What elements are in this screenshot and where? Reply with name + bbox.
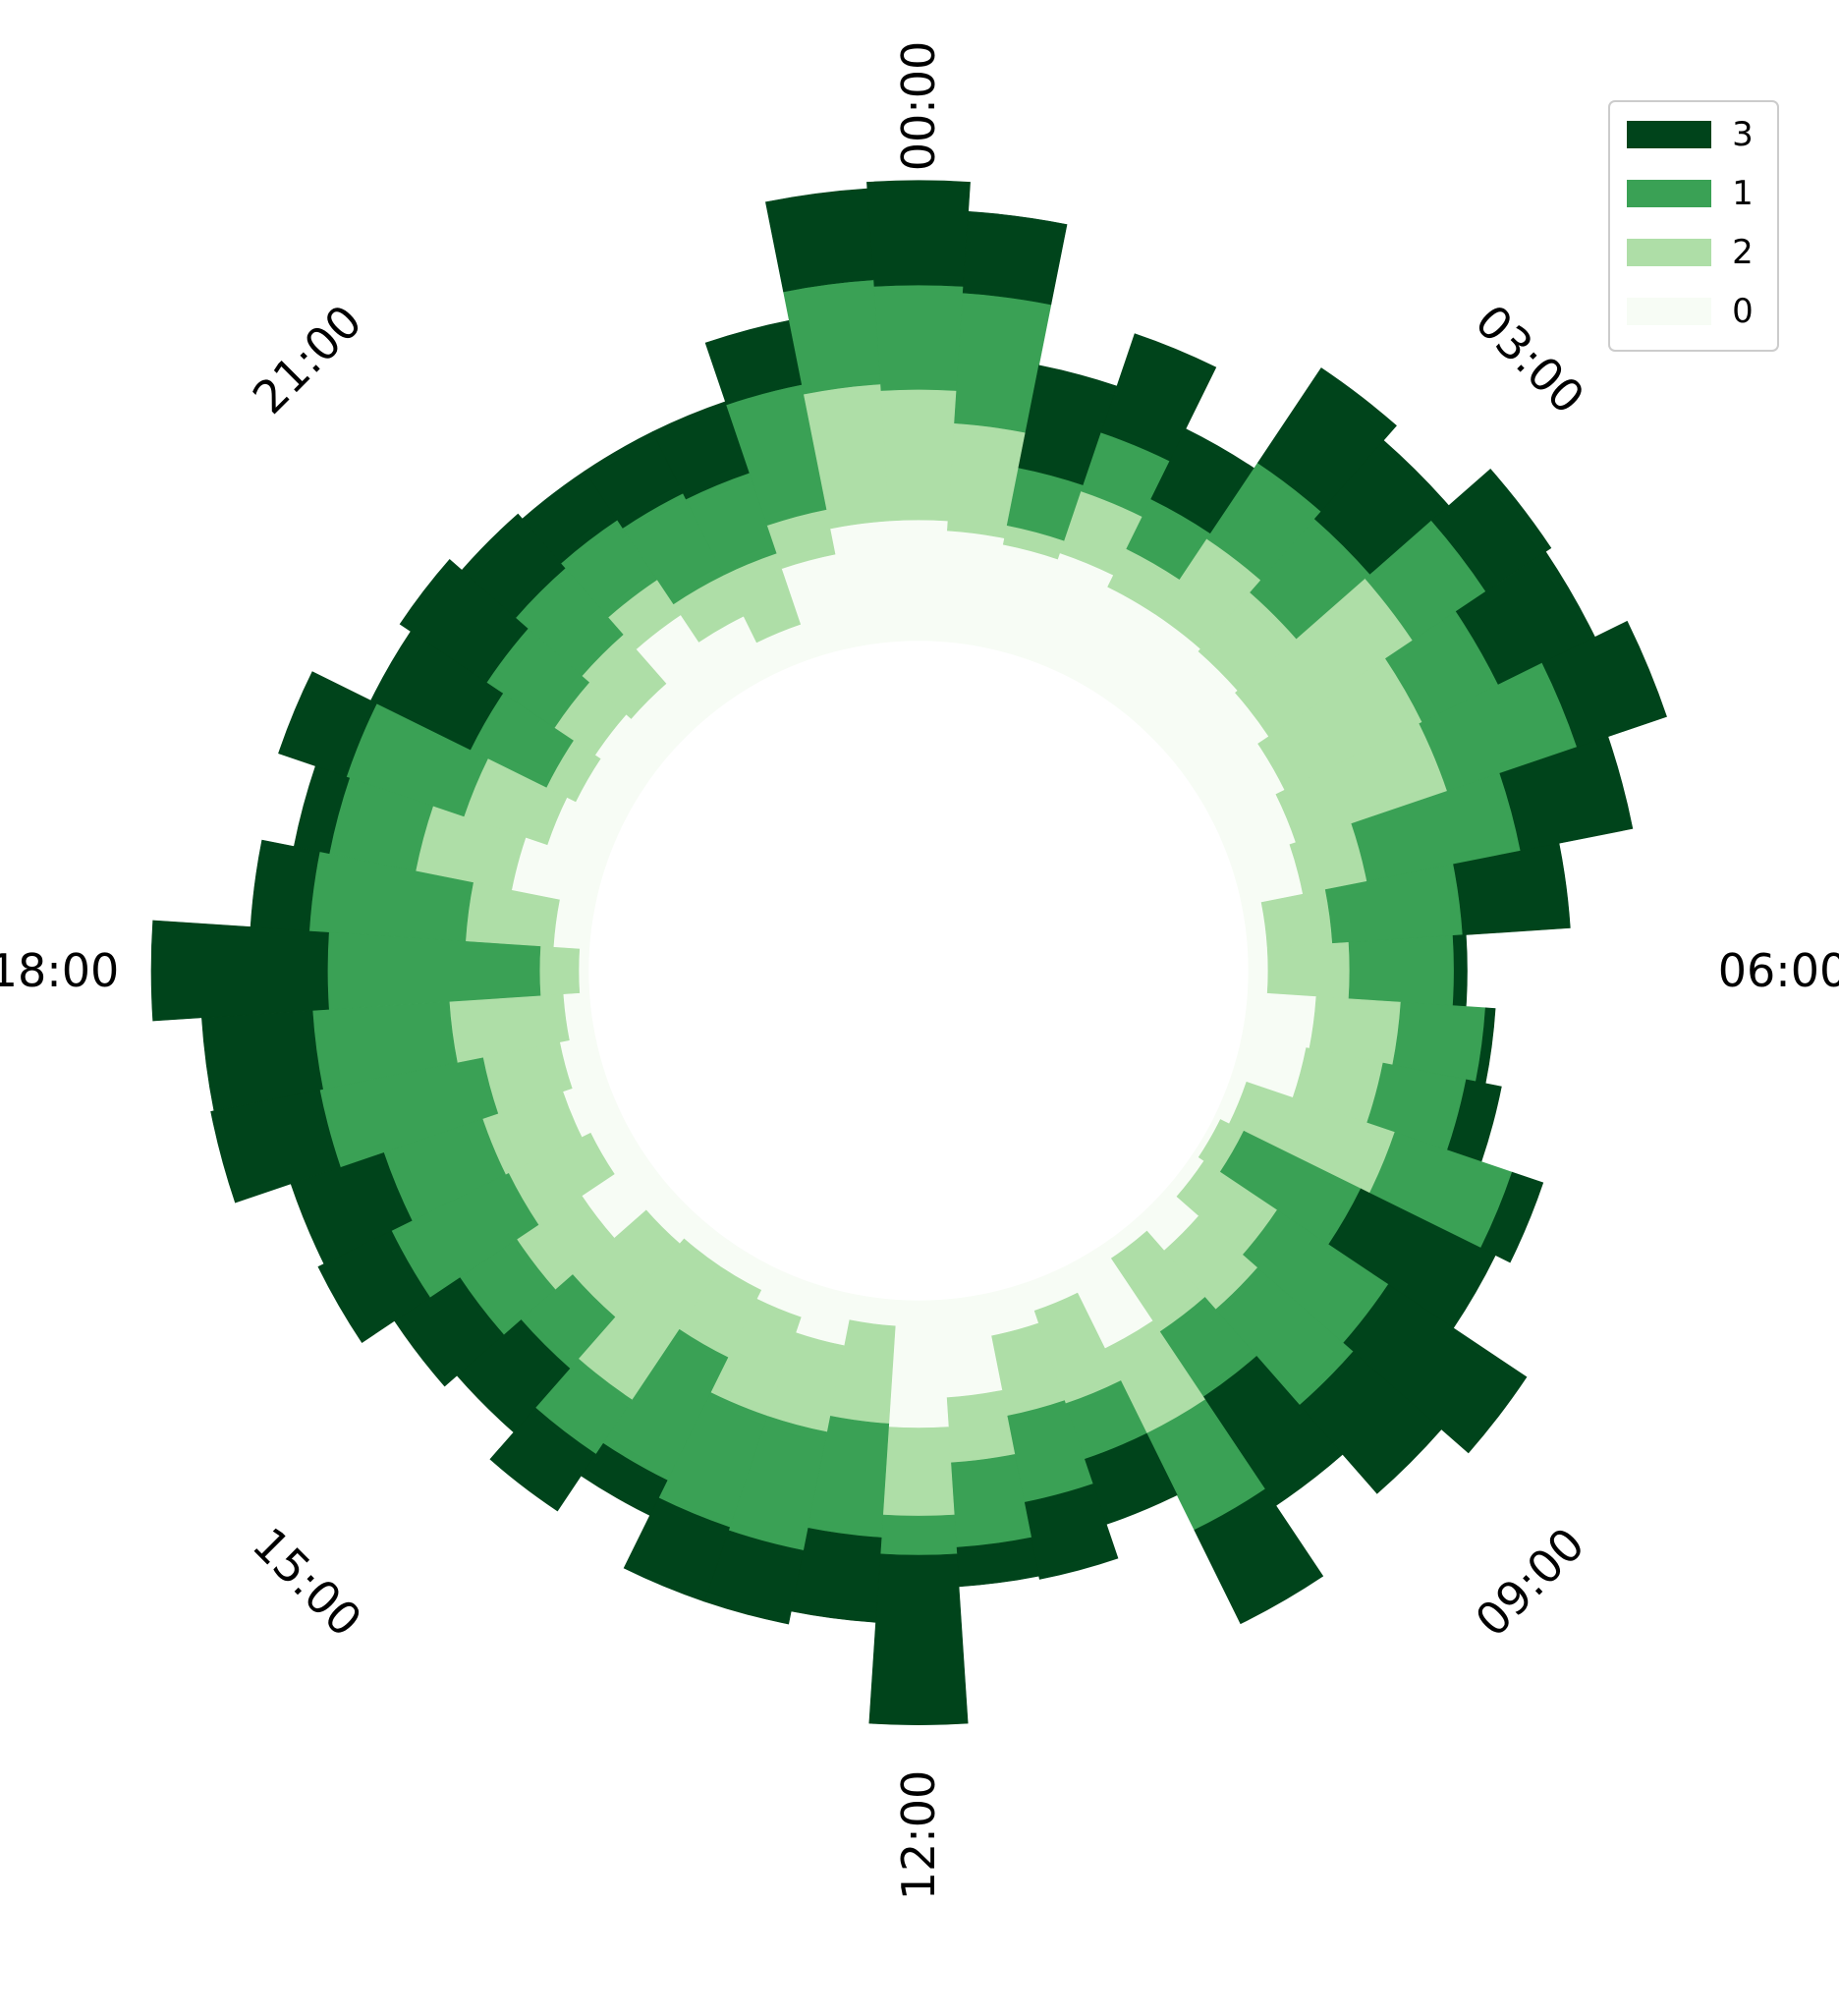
- bar-segment-series-3: [278, 671, 377, 777]
- bar-segment-series-3: [866, 180, 971, 287]
- bar-segment-series-0: [552, 898, 595, 950]
- bar-segment-series-0: [1247, 947, 1269, 994]
- legend-swatch-3: [1627, 121, 1711, 148]
- bar-segment-series-2: [1266, 941, 1351, 1000]
- bar-segment-series-1: [879, 1514, 958, 1556]
- hour-label-0900: 09:00: [1465, 1517, 1594, 1647]
- legend-frame: [1608, 100, 1779, 352]
- bar-segment-series-3: [461, 513, 566, 618]
- legend-swatch-2: [1627, 239, 1711, 266]
- bar-segment-series-2: [882, 1427, 955, 1517]
- bar-segment-series-3: [1194, 1488, 1324, 1625]
- bar-segment-series-3: [1479, 1171, 1544, 1263]
- hour-label-0300: 03:00: [1465, 295, 1594, 424]
- legend-swatch-0: [1627, 298, 1711, 325]
- bar-segment-series-3: [210, 1089, 341, 1204]
- bar-segment-series-3: [1499, 736, 1634, 852]
- bar-segment-series-0: [888, 519, 949, 643]
- legend-label-1: 1: [1732, 174, 1754, 213]
- hour-label-2100: 21:00: [243, 295, 372, 424]
- bar-segment-series-0: [578, 948, 590, 993]
- bar-segment-series-0: [888, 1299, 949, 1428]
- legend-swatch-1: [1627, 180, 1711, 207]
- legend-label-2: 2: [1732, 233, 1754, 272]
- bar-segment-series-3: [1430, 468, 1552, 592]
- bar-segment-series-3: [1452, 934, 1468, 1007]
- bars-group: [150, 180, 1667, 1725]
- bar-segment-series-3: [868, 1553, 969, 1725]
- bar-segment-series-3: [1342, 1284, 1528, 1454]
- bar-segment-series-3: [1541, 620, 1667, 748]
- hour-label-1800: 18:00: [0, 944, 119, 997]
- bar-segment-series-3: [250, 839, 320, 931]
- bar-segment-series-1: [873, 284, 964, 391]
- legend-label-3: 3: [1732, 115, 1754, 154]
- bar-segment-series-3: [489, 1407, 596, 1512]
- bar-segment-series-3: [1299, 1351, 1442, 1494]
- legend-label-0: 0: [1732, 292, 1754, 331]
- bar-segment-series-3: [765, 188, 874, 293]
- hour-label-1200: 12:00: [892, 1770, 945, 1901]
- bar-segment-series-2: [879, 388, 958, 522]
- bar-segment-series-3: [1256, 367, 1397, 513]
- bar-segment-series-3: [623, 1497, 731, 1602]
- hour-label-0600: 06:00: [1718, 944, 1839, 997]
- bar-segment-series-3: [1453, 842, 1571, 936]
- hour-label-0000: 00:00: [892, 41, 945, 172]
- hour-label-1500: 15:00: [243, 1517, 372, 1647]
- bar-segment-series-3: [962, 210, 1068, 306]
- bar-segment-series-3: [150, 920, 329, 1022]
- bar-segment-series-3: [317, 1230, 430, 1343]
- bar-segment-series-3: [399, 558, 529, 683]
- legend: 3 1 2 0: [1608, 100, 1779, 352]
- bar-segment-series-3: [1100, 333, 1217, 462]
- bar-segment-series-1: [1348, 935, 1455, 1006]
- bar-segment-series-2: [538, 945, 581, 996]
- bar-segment-series-3: [1024, 1484, 1119, 1580]
